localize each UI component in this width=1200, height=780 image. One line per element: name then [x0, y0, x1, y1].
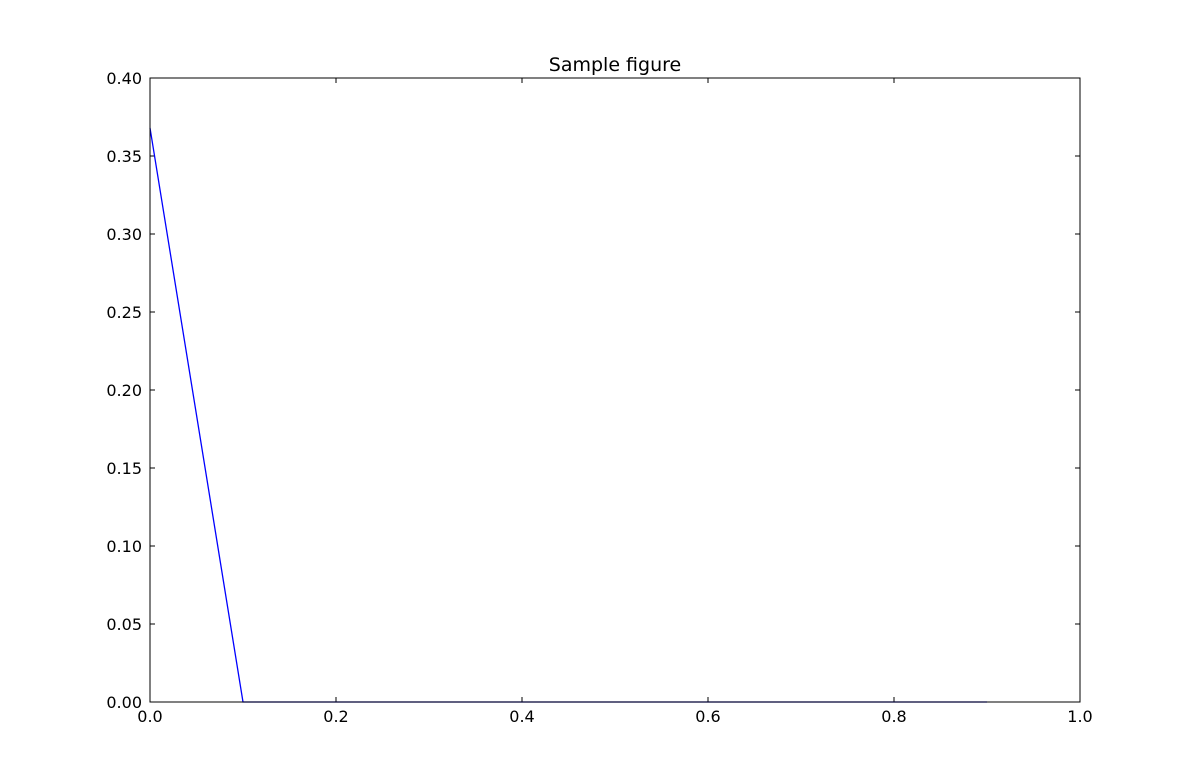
chart-title: Sample figure [549, 54, 681, 76]
y-tick-labels: 0.00 0.05 0.10 0.15 0.20 0.25 0.30 0.35 0.40 [106, 69, 142, 712]
y-tick-label: 0.20 [106, 381, 142, 400]
y-tick-label: 0.15 [106, 459, 142, 478]
y-tick-label: 0.05 [106, 615, 142, 634]
x-tick-label: 0.8 [881, 707, 906, 726]
plot-frame [149, 77, 1081, 703]
x-tick-label: 0.2 [323, 707, 348, 726]
y-tick-label: 0.00 [106, 693, 142, 712]
y-tick-label: 0.30 [106, 225, 142, 244]
x-tick-label: 0.0 [137, 707, 162, 726]
y-tick-label: 0.25 [106, 303, 142, 322]
x-tick-labels: 0.0 0.2 0.4 0.6 0.8 1.0 [137, 707, 1092, 726]
x-tick-label: 0.6 [695, 707, 720, 726]
y-tick-label: 0.40 [106, 69, 142, 88]
x-tick-label: 1.0 [1067, 707, 1092, 726]
y-tick-label: 0.10 [106, 537, 142, 556]
x-tick-label: 0.4 [509, 707, 534, 726]
y-tick-label: 0.35 [106, 147, 142, 166]
